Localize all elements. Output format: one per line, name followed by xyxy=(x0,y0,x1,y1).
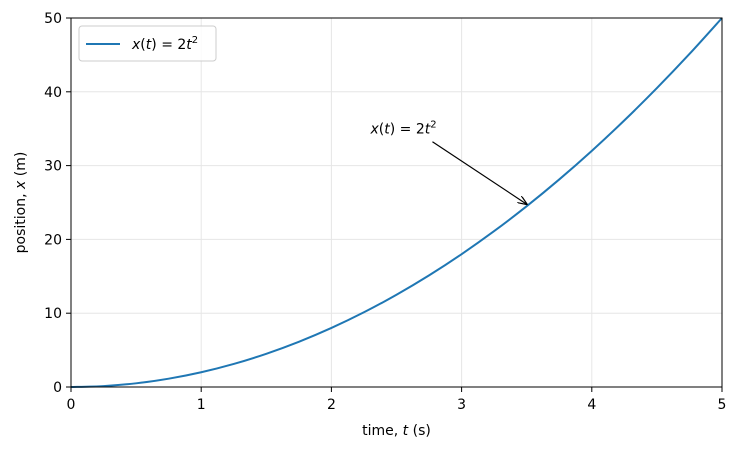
math-variable: x xyxy=(369,122,379,138)
annotation: x(t) = 2t2 xyxy=(369,120,526,204)
x-tick-label: 5 xyxy=(718,397,727,413)
grid-lines xyxy=(70,17,723,388)
ylabel-suffix: (m) xyxy=(13,152,29,181)
axes-frame xyxy=(70,17,723,388)
legend-box xyxy=(78,25,217,62)
y-tick-label: 50 xyxy=(44,11,62,27)
y-axis-label: position, x (m) xyxy=(13,152,29,254)
math-variable: t xyxy=(384,122,390,138)
math-variable: t xyxy=(425,122,431,138)
y-tick-label: 20 xyxy=(44,232,62,248)
legend-label: x(t) = 2t2 xyxy=(131,35,198,53)
x-axis-label: time, t (s) xyxy=(362,423,431,439)
ylabel-prefix: position, xyxy=(13,189,29,253)
y-axis-ticks: 0 10 20 30 40 50 xyxy=(44,11,71,396)
annotation-arrow xyxy=(432,141,526,204)
x-tick-label: 3 xyxy=(457,397,466,413)
x-tick-label: 4 xyxy=(587,397,596,413)
series-line xyxy=(70,17,723,388)
x-tick-label: 1 xyxy=(197,397,206,413)
y-tick-label: 30 xyxy=(44,159,62,175)
annotation-label: x(t) = 2t2 xyxy=(369,120,436,138)
xlabel-suffix: (s) xyxy=(408,423,431,439)
math-variable: x xyxy=(131,37,141,53)
axes xyxy=(70,17,723,388)
math-variable: t xyxy=(186,37,192,53)
superscript: 2 xyxy=(430,120,436,131)
x-axis-ticks: 0 1 2 3 4 5 xyxy=(67,387,727,413)
y-tick-label: 10 xyxy=(44,306,62,322)
y-tick-label: 0 xyxy=(53,380,62,396)
legend: x(t) = 2t2 xyxy=(78,25,217,62)
xlabel-var: t xyxy=(403,423,409,439)
math-variable: t xyxy=(146,37,152,53)
plot-area xyxy=(70,17,723,388)
x-tick-label: 2 xyxy=(327,397,336,413)
x-tick-label: 0 xyxy=(67,397,76,413)
ylabel-var: x xyxy=(13,180,29,190)
xlabel-prefix: time, xyxy=(362,423,403,439)
y-tick-label: 40 xyxy=(44,85,62,101)
superscript: 2 xyxy=(192,35,198,46)
